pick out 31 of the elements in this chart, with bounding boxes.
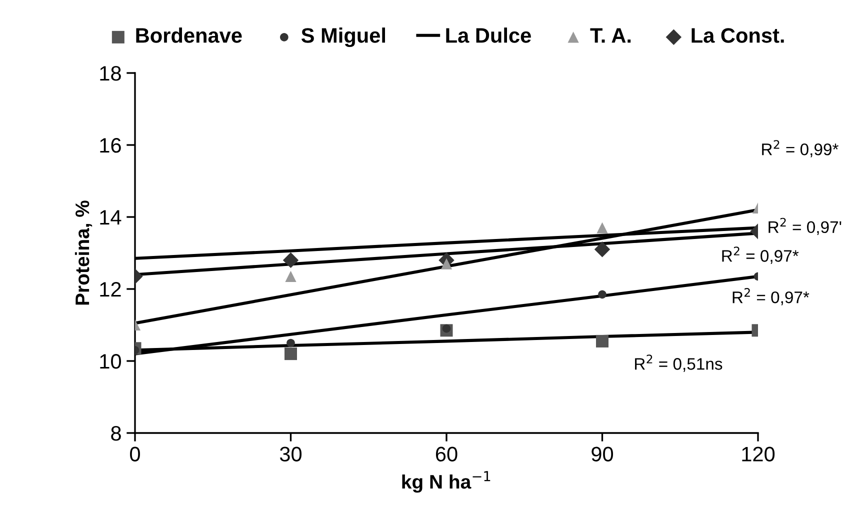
annotation: R$^{2}$ = 0,97* bbox=[722, 246, 799, 264]
legend-label: T. A. bbox=[590, 28, 631, 43]
annotation: R$^{2}$ = 0,51ns bbox=[635, 354, 722, 372]
legend-label: La Const. bbox=[692, 28, 784, 43]
legend-label: Bordenave bbox=[136, 28, 242, 43]
point bbox=[286, 338, 295, 348]
x-axis-title: kg N ha$^{−1}$ bbox=[402, 471, 490, 493]
legend-label: S Miguel bbox=[301, 28, 386, 48]
text: R$^{2}$ = 0,97' bbox=[768, 218, 842, 236]
y-tick-label: 12 bbox=[100, 282, 121, 297]
point bbox=[598, 290, 606, 299]
point bbox=[284, 348, 297, 360]
legend-label: La Dulce bbox=[446, 28, 531, 43]
x-tick-label: 90 bbox=[592, 446, 614, 462]
annotation: R$^{2}$ = 0,97* bbox=[732, 288, 810, 306]
y-tick-label: 16 bbox=[100, 138, 121, 153]
text: R$^{2}$ = 0,99* bbox=[762, 140, 838, 158]
point bbox=[596, 334, 608, 348]
y-tick-label: 18 bbox=[100, 66, 121, 81]
x-tick-label: 0 bbox=[130, 446, 140, 462]
y-tick-label: 10 bbox=[100, 354, 121, 369]
x-tick-label: 60 bbox=[436, 446, 458, 462]
point bbox=[594, 242, 610, 258]
point bbox=[596, 222, 608, 234]
x-tick-label: 30 bbox=[280, 446, 302, 462]
point bbox=[285, 270, 296, 282]
y-tick-label: 8 bbox=[111, 426, 121, 441]
point bbox=[282, 252, 299, 268]
y-axis-title: Proteina, % bbox=[74, 200, 92, 305]
y-tick-label: 14 bbox=[100, 210, 122, 225]
x-tick-label: 120 bbox=[742, 446, 775, 462]
